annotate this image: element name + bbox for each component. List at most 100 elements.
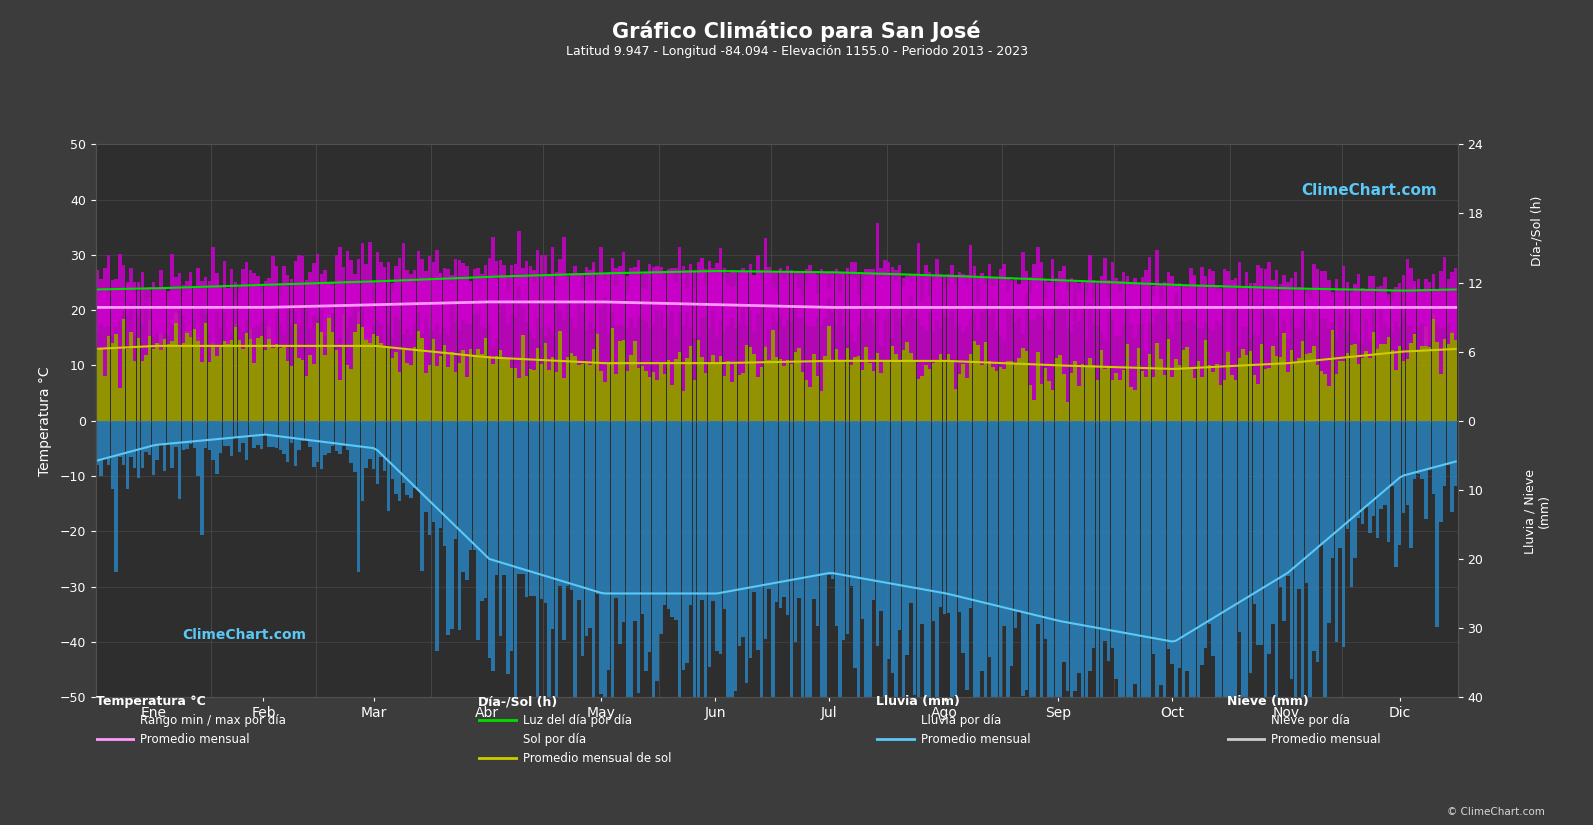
Bar xyxy=(1274,421,1278,825)
Bar xyxy=(1360,289,1364,358)
Bar xyxy=(287,287,290,361)
Bar xyxy=(502,265,507,303)
Bar xyxy=(1357,421,1360,518)
Bar xyxy=(626,276,629,370)
Bar xyxy=(1376,421,1380,538)
Bar xyxy=(1410,343,1413,421)
Bar xyxy=(360,243,365,306)
Bar xyxy=(637,369,640,421)
Bar xyxy=(327,282,330,318)
Bar xyxy=(212,286,215,342)
Bar xyxy=(1405,259,1408,326)
Bar xyxy=(1413,334,1416,421)
Bar xyxy=(607,272,610,365)
Bar xyxy=(1207,285,1211,365)
Bar xyxy=(487,257,491,324)
Bar xyxy=(771,330,774,421)
Bar xyxy=(1002,369,1005,421)
Bar xyxy=(524,275,529,376)
Bar xyxy=(1435,421,1438,627)
Bar xyxy=(943,362,946,421)
Bar xyxy=(1313,264,1316,312)
Bar xyxy=(1443,421,1446,486)
Bar xyxy=(151,282,155,336)
Bar xyxy=(382,282,387,346)
Bar xyxy=(229,421,234,456)
Bar xyxy=(980,365,983,421)
Bar xyxy=(178,346,182,421)
Bar xyxy=(440,356,443,421)
Bar xyxy=(440,273,443,356)
Bar xyxy=(905,421,910,655)
Bar xyxy=(1252,375,1255,421)
Bar xyxy=(894,280,898,309)
Bar xyxy=(693,270,696,380)
Bar xyxy=(871,269,875,323)
Bar xyxy=(902,286,905,326)
Bar xyxy=(315,254,319,318)
Bar xyxy=(312,364,315,421)
Bar xyxy=(910,282,913,296)
Bar xyxy=(338,248,342,338)
Bar xyxy=(701,357,704,421)
Bar xyxy=(1235,380,1238,421)
Bar xyxy=(223,342,226,421)
Bar xyxy=(715,263,718,337)
Bar xyxy=(1121,282,1125,370)
Bar xyxy=(935,259,938,320)
Bar xyxy=(585,267,588,330)
Bar xyxy=(1144,421,1147,825)
Bar xyxy=(984,285,988,306)
Bar xyxy=(282,421,285,454)
Bar xyxy=(1099,350,1102,421)
Bar xyxy=(812,354,816,421)
Bar xyxy=(331,285,335,332)
Bar xyxy=(409,365,413,421)
Bar xyxy=(1171,276,1174,333)
Bar xyxy=(354,421,357,472)
Bar xyxy=(393,421,398,494)
Bar xyxy=(585,421,588,636)
Bar xyxy=(1024,351,1029,421)
Bar xyxy=(685,358,688,421)
Bar xyxy=(1394,421,1397,567)
Bar xyxy=(1082,364,1085,421)
Bar xyxy=(593,421,596,802)
Bar xyxy=(465,266,468,323)
Bar xyxy=(287,276,290,309)
Bar xyxy=(495,262,499,337)
Bar xyxy=(118,421,121,457)
Bar xyxy=(973,341,977,421)
Bar xyxy=(1252,283,1255,332)
Bar xyxy=(846,269,849,344)
Bar xyxy=(301,256,304,303)
Bar xyxy=(1435,342,1438,421)
Bar xyxy=(610,421,615,825)
Bar xyxy=(1163,421,1166,776)
Bar xyxy=(1257,421,1260,645)
Bar xyxy=(182,285,185,343)
Bar xyxy=(835,349,838,421)
Bar xyxy=(1166,271,1171,324)
Bar xyxy=(368,421,371,459)
Bar xyxy=(663,281,666,329)
Bar xyxy=(824,271,827,318)
Bar xyxy=(726,361,730,421)
Bar xyxy=(167,294,170,335)
Bar xyxy=(1391,299,1394,332)
Bar xyxy=(655,380,660,421)
Bar xyxy=(1252,421,1255,604)
Bar xyxy=(860,290,863,321)
Bar xyxy=(540,364,543,421)
Bar xyxy=(551,247,554,332)
Bar xyxy=(234,421,237,437)
Bar xyxy=(1163,281,1166,309)
Bar xyxy=(1174,359,1177,421)
Bar xyxy=(1223,285,1227,380)
Bar xyxy=(1093,421,1096,648)
Bar xyxy=(921,274,924,375)
Bar xyxy=(548,421,551,698)
Bar xyxy=(1257,289,1260,384)
Bar xyxy=(1152,377,1155,421)
Bar xyxy=(1193,275,1196,323)
